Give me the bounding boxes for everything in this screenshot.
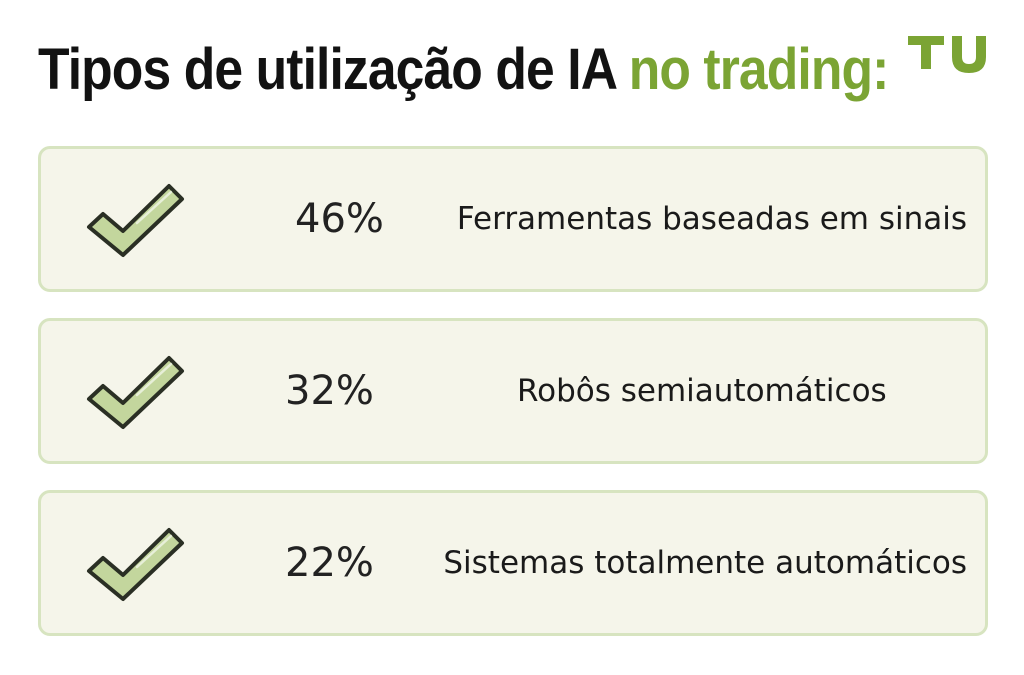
tu-logo: TU — [908, 36, 992, 78]
usage-label: Sistemas totalmente automáticos — [443, 545, 967, 581]
title-main: Tipos de utilização de IA — [38, 37, 616, 102]
usage-percent: 22% — [285, 540, 374, 586]
usage-card-signals: 46% Ferramentas baseadas em sinais — [38, 146, 988, 292]
checkmark-icon — [87, 356, 184, 429]
usage-label: Robôs semiautomáticos — [517, 373, 887, 409]
checkmark-icon — [87, 184, 184, 257]
checkmark-icon — [87, 528, 184, 601]
page-title: Tipos de utilização de IA no trading: — [38, 30, 890, 110]
tu-logo-icon — [908, 36, 986, 73]
usage-percent: 46% — [295, 196, 384, 242]
usage-type-list: 46% Ferramentas baseadas em sinais 32% R… — [38, 146, 988, 636]
usage-card-semiautomatic: 32% Robôs semiautomáticos — [38, 318, 988, 464]
usage-percent: 32% — [285, 368, 374, 414]
usage-card-fully-automatic: 22% Sistemas totalmente automáticos — [38, 490, 988, 636]
title-accent: no trading: — [628, 37, 890, 102]
usage-label: Ferramentas baseadas em sinais — [456, 201, 967, 237]
